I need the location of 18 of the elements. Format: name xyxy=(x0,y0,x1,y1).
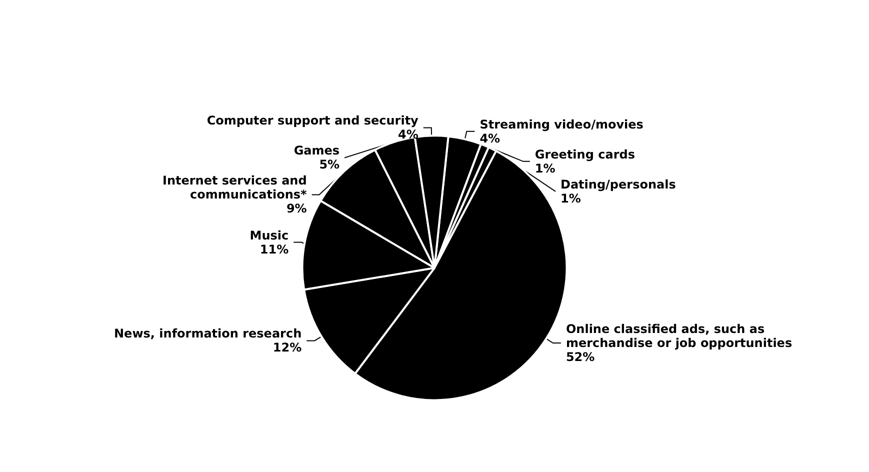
data-label: 5% xyxy=(319,158,340,172)
data-label: 4% xyxy=(398,128,418,142)
data-label: 1% xyxy=(560,191,581,206)
data-label: 12% xyxy=(272,340,302,355)
data-label: 52% xyxy=(566,350,595,364)
slice-label: Internet services and communications* xyxy=(162,174,308,202)
slice-label: Music xyxy=(250,228,289,242)
data-label: 11% xyxy=(260,242,289,256)
slice-label: Computer support and security xyxy=(206,114,419,128)
slice-label: News, information research xyxy=(114,326,302,341)
slice-label: Greeting cards xyxy=(534,147,635,162)
slice-label: Dating/personals xyxy=(560,177,676,192)
data-label: 4% xyxy=(480,131,500,146)
slice-label: Games xyxy=(294,144,340,158)
slice-label: Streaming video/movies xyxy=(480,117,644,132)
slice-label: Online classified ads, such as merchandise or job opportunities xyxy=(566,322,792,350)
data-label: 1% xyxy=(534,161,556,176)
data-label: 9% xyxy=(286,202,307,216)
